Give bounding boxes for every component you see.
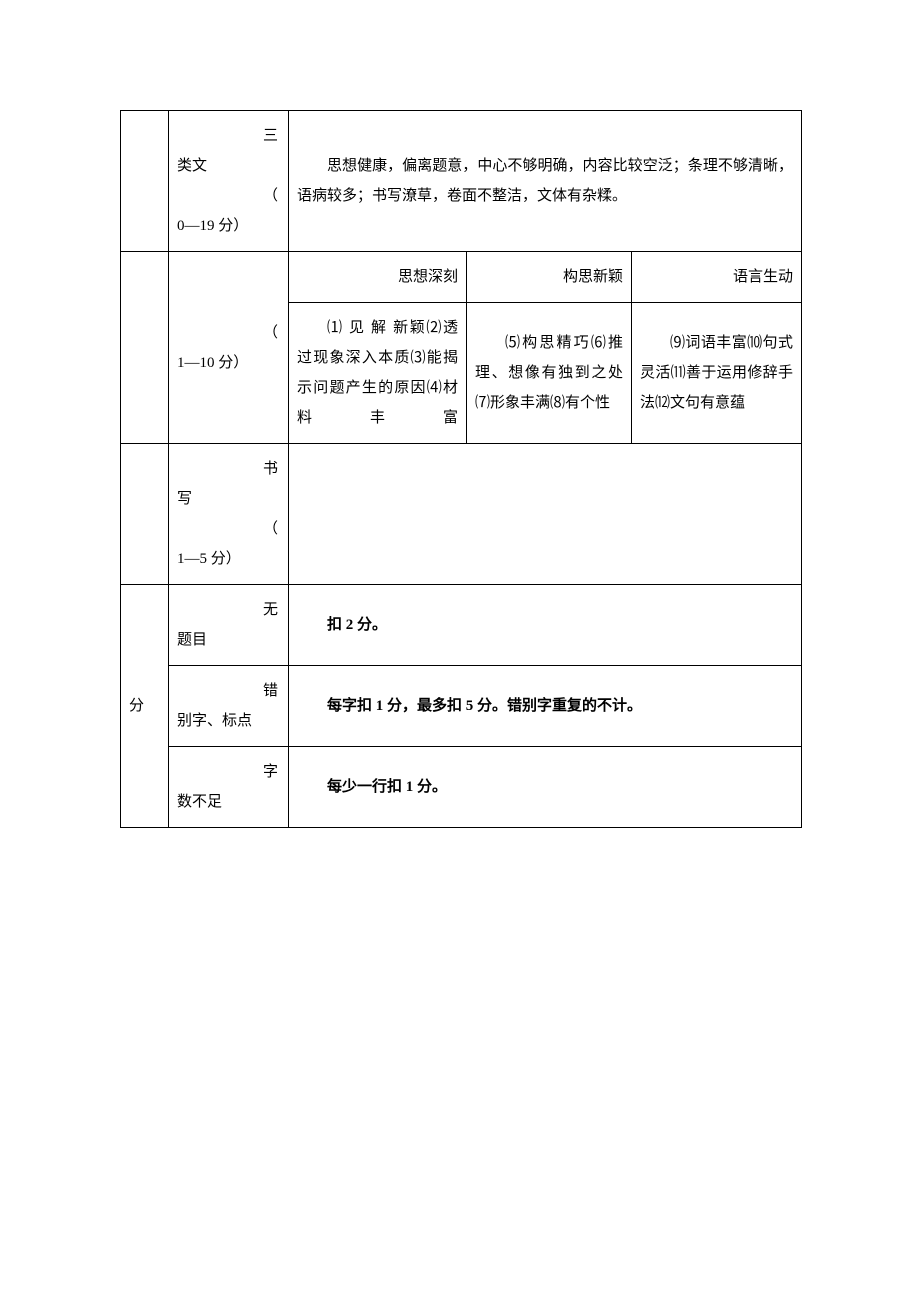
row-writing: 书 写 （ 1—5 分） bbox=[121, 444, 802, 585]
content-text: 思想健康，偏离题意，中心不够明确，内容比较空泛；条理不够清晰，语病较多；书写潦草… bbox=[297, 151, 793, 211]
category3-content: 思想健康，偏离题意，中心不够明确，内容比较空泛；条理不够清晰，语病较多；书写潦草… bbox=[289, 111, 802, 252]
label-text: 书 bbox=[177, 454, 278, 484]
wordcount-label: 字 数不足 bbox=[169, 747, 289, 828]
side-text: 分 bbox=[129, 698, 144, 714]
label-text: 别字、标点 bbox=[177, 706, 278, 736]
notitle-label: 无 题目 bbox=[169, 585, 289, 666]
bonus-label: （ 1—10 分） bbox=[169, 252, 289, 444]
row-category3: 三 类文 （ 0—19 分） 思想健康，偏离题意，中心不够明确，内容比较空泛；条… bbox=[121, 111, 802, 252]
row-deduct-notitle: 分 无 题目 扣 2 分。 bbox=[121, 585, 802, 666]
label-text: 1—10 分） bbox=[177, 348, 278, 378]
content-text: ⑸构思精巧⑹推理、想像有独到之处⑺形象丰满⑻有个性 bbox=[475, 328, 623, 418]
writing-label: 书 写 （ 1—5 分） bbox=[169, 444, 289, 585]
header-thought: 思想深刻 bbox=[289, 252, 467, 303]
notitle-content: 扣 2 分。 bbox=[289, 585, 802, 666]
content-language: ⑼词语丰富⑽句式灵活⑾善于运用修辞手法⑿文句有意蕴 bbox=[632, 303, 802, 444]
empty-cell bbox=[121, 111, 169, 252]
content-structure: ⑸构思精巧⑹推理、想像有独到之处⑺形象丰满⑻有个性 bbox=[467, 303, 632, 444]
wordcount-content: 每少一行扣 1 分。 bbox=[289, 747, 802, 828]
row-bonus-header: （ 1—10 分） 思想深刻 构思新颖 语言生动 bbox=[121, 252, 802, 303]
deduct-side-label: 分 bbox=[121, 585, 169, 828]
content-text: 每少一行扣 1 分。 bbox=[297, 772, 793, 802]
empty-cell bbox=[121, 252, 169, 444]
label-text: 错 bbox=[177, 676, 278, 706]
typo-label: 错 别字、标点 bbox=[169, 666, 289, 747]
header-text: 语言生动 bbox=[733, 269, 793, 285]
content-text: ⑼词语丰富⑽句式灵活⑾善于运用修辞手法⑿文句有意蕴 bbox=[640, 328, 793, 418]
content-thought: ⑴ 见 解 新颖⑵透过现象深入本质⑶能揭示问题产生的原因⑷材料丰富 bbox=[289, 303, 467, 444]
grading-table: 三 类文 （ 0—19 分） 思想健康，偏离题意，中心不够明确，内容比较空泛；条… bbox=[120, 110, 802, 828]
content-text: 扣 2 分。 bbox=[297, 610, 793, 640]
label-text: （ bbox=[177, 514, 278, 544]
label-text: 写 bbox=[177, 484, 278, 514]
label-text: 类文 bbox=[177, 151, 278, 181]
content-text: 每字扣 1 分，最多扣 5 分。错别字重复的不计。 bbox=[297, 691, 793, 721]
category3-label: 三 类文 （ 0—19 分） bbox=[169, 111, 289, 252]
header-text: 构思新颖 bbox=[563, 269, 623, 285]
label-text: 题目 bbox=[177, 625, 278, 655]
label-text: 字 bbox=[177, 757, 278, 787]
label-text: 无 bbox=[177, 595, 278, 625]
label-text: 1—5 分） bbox=[177, 544, 278, 574]
header-structure: 构思新颖 bbox=[467, 252, 632, 303]
content-text: ⑴ 见 解 新颖⑵透过现象深入本质⑶能揭示问题产生的原因⑷材料丰富 bbox=[297, 313, 458, 433]
label-text: 三 bbox=[177, 121, 278, 151]
row-deduct-wordcount: 字 数不足 每少一行扣 1 分。 bbox=[121, 747, 802, 828]
header-language: 语言生动 bbox=[632, 252, 802, 303]
label-text: （ bbox=[177, 318, 278, 348]
typo-content: 每字扣 1 分，最多扣 5 分。错别字重复的不计。 bbox=[289, 666, 802, 747]
header-text: 思想深刻 bbox=[398, 269, 458, 285]
label-text: （ bbox=[177, 181, 278, 211]
empty-cell bbox=[121, 444, 169, 585]
label-text: 数不足 bbox=[177, 787, 278, 817]
label-text: 0—19 分） bbox=[177, 211, 278, 241]
row-deduct-typo: 错 别字、标点 每字扣 1 分，最多扣 5 分。错别字重复的不计。 bbox=[121, 666, 802, 747]
writing-content bbox=[289, 444, 802, 585]
